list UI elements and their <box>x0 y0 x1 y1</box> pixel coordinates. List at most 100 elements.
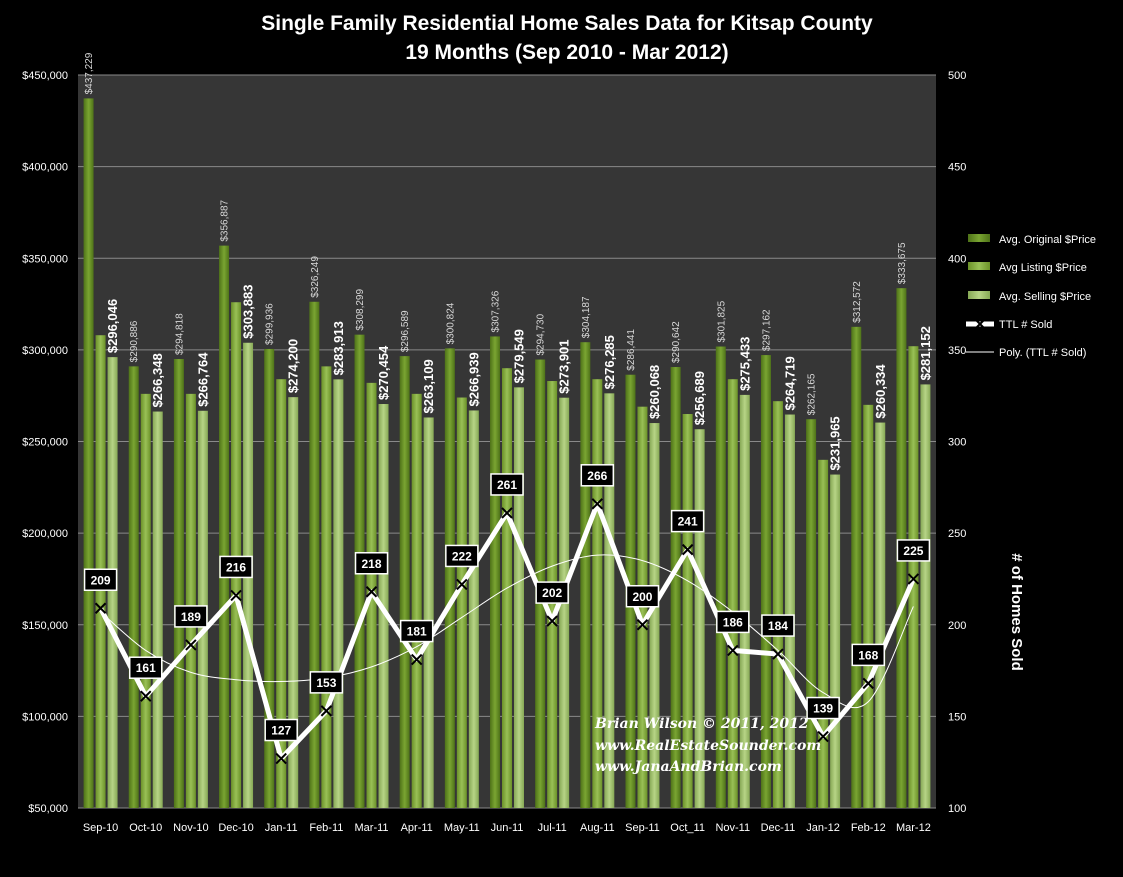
sold-data-label: 200 <box>625 585 660 608</box>
right-tick-label: 300 <box>948 437 966 449</box>
left-tick-label: $100,000 <box>22 711 68 723</box>
bar-selling <box>875 422 886 808</box>
sold-data-label: 261 <box>490 473 524 496</box>
svg-text:209: 209 <box>91 573 111 587</box>
bar-selling <box>423 417 434 808</box>
right-tick-label: 400 <box>948 253 966 265</box>
svg-text:139: 139 <box>813 702 833 716</box>
selling-price-label: $266,764 <box>195 352 210 407</box>
original-price-label: $308,299 <box>355 289 366 331</box>
selling-price-label: $256,689 <box>692 371 707 425</box>
bar-listing <box>818 459 829 808</box>
bar-original <box>444 348 455 808</box>
legend: Avg. Original $Price Avg Listing $Price Av… <box>966 234 1096 359</box>
bar-selling <box>920 384 931 808</box>
sold-line: 209 161 189 216 127 153 218 181 222 261 202 266 200 2… <box>83 464 931 765</box>
bar-original <box>670 367 681 808</box>
bar-listing <box>456 397 467 808</box>
selling-price-label: $276,285 <box>602 335 617 389</box>
bar-selling <box>649 423 660 808</box>
category-label: Dec-11 <box>761 822 796 834</box>
legend-label: Poly. (TTL # Sold) <box>999 347 1086 359</box>
svg-text:184: 184 <box>768 619 788 633</box>
sold-marker <box>185 639 197 651</box>
bar-selling <box>830 474 841 808</box>
bar-listing <box>727 379 738 808</box>
sold-marker <box>727 644 739 657</box>
original-price-label: $290,642 <box>671 321 682 363</box>
sold-marker <box>591 498 604 510</box>
right-axis: 100 150 200 250 300 350 400 450 500 <box>948 70 966 815</box>
selling-price-label: $270,454 <box>376 345 391 400</box>
bar-listing <box>863 404 874 808</box>
original-price-label: $262,165 <box>807 373 818 415</box>
bar-original <box>490 336 500 808</box>
sold-data-label: 266 <box>580 464 615 487</box>
bar-listing <box>411 393 422 808</box>
legend-item: Poly. (TTL # Sold) <box>966 347 1086 359</box>
svg-text:218: 218 <box>362 557 382 571</box>
sold-data-label: 168 <box>851 643 886 667</box>
selling-price-label: $266,348 <box>150 353 165 407</box>
selling-price-label: $274,200 <box>286 339 301 393</box>
sold-data-label: 225 <box>896 539 931 562</box>
watermark-line-3: www.JanaAndBrian.com <box>595 759 782 775</box>
sold-marker <box>501 507 513 519</box>
bar-original <box>715 346 726 808</box>
selling-price-label: $281,152 <box>918 326 933 380</box>
svg-text:216: 216 <box>226 560 246 574</box>
sold-marker <box>862 677 874 690</box>
category-label: Oct_11 <box>670 822 705 834</box>
bar-original <box>264 348 275 808</box>
svg-text:186: 186 <box>723 615 743 629</box>
sold-data-label: 153 <box>309 671 344 694</box>
category-label: Jul-11 <box>538 822 567 834</box>
category-label: Sep-10 <box>83 822 118 834</box>
right-tick-label: 250 <box>948 528 966 540</box>
category-label: Nov-11 <box>715 822 750 834</box>
svg-text:261: 261 <box>497 478 517 492</box>
original-price-label: $301,825 <box>716 300 727 342</box>
selling-price-label: $273,901 <box>557 339 572 393</box>
svg-text:266: 266 <box>587 469 607 483</box>
bar-listing <box>321 366 332 808</box>
svg-text:241: 241 <box>678 515 698 529</box>
left-tick-label: $200,000 <box>22 528 68 540</box>
category-label: Feb-12 <box>851 822 886 834</box>
left-tick-label: $450,000 <box>22 70 68 82</box>
original-price-label: $299,936 <box>265 303 276 345</box>
sold-data-label: 181 <box>399 619 434 643</box>
bar-original <box>760 355 771 808</box>
sold-data-label: 209 <box>83 568 118 592</box>
left-tick-label: $50,000 <box>28 803 68 815</box>
svg-text:127: 127 <box>271 724 291 738</box>
sold-data-label: 241 <box>670 509 705 533</box>
watermark: Brian Wilson © 2011, 2012 www.RealEstate… <box>594 716 821 775</box>
category-label: Jan-12 <box>806 822 840 834</box>
bar-selling <box>694 429 705 808</box>
sold-data-label: 218 <box>354 552 389 575</box>
bar-original <box>173 359 184 808</box>
left-tick-label: $350,000 <box>22 253 68 265</box>
legend-item: Avg. Original $Price <box>968 234 1096 246</box>
legend-swatch <box>968 291 990 299</box>
bar-listing <box>772 401 783 808</box>
svg-text:222: 222 <box>452 549 472 563</box>
bar-selling <box>604 393 615 808</box>
legend-label: Avg. Original $Price <box>999 234 1096 246</box>
sold-data-label: 189 <box>174 605 208 628</box>
category-label: Mar-11 <box>355 822 389 834</box>
svg-text:153: 153 <box>316 676 336 690</box>
bar-listing <box>908 346 919 808</box>
sold-marker <box>546 615 558 627</box>
bar-listing <box>231 302 242 808</box>
legend-label: Avg. Selling $Price <box>999 291 1091 303</box>
bar-original <box>851 326 862 808</box>
right-tick-label: 200 <box>948 620 966 632</box>
left-tick-label: $150,000 <box>22 620 68 632</box>
legend-label: Avg Listing $Price <box>999 262 1087 274</box>
bar-selling <box>784 414 795 808</box>
bar-listing <box>592 379 603 808</box>
category-label: Mar-12 <box>896 822 931 834</box>
